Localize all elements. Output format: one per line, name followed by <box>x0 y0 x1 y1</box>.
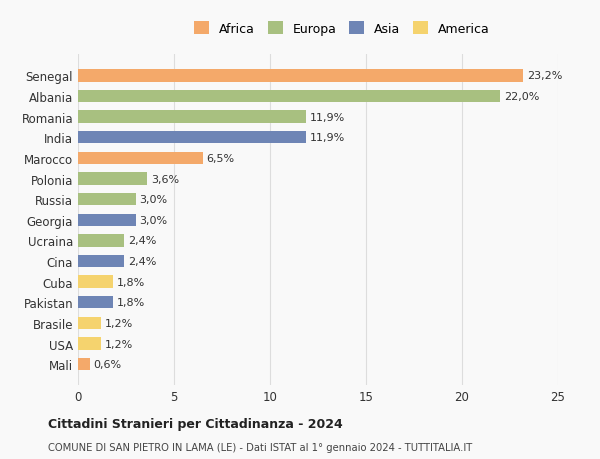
Text: 3,0%: 3,0% <box>139 195 167 205</box>
Text: 22,0%: 22,0% <box>504 92 539 102</box>
Bar <box>78 111 307 123</box>
Text: 3,6%: 3,6% <box>151 174 179 184</box>
Bar <box>78 255 124 268</box>
Bar <box>78 173 147 185</box>
Bar <box>78 358 89 370</box>
Bar <box>78 91 500 103</box>
Text: 1,2%: 1,2% <box>105 318 133 328</box>
Bar <box>78 214 136 226</box>
Text: 3,0%: 3,0% <box>139 215 167 225</box>
Text: COMUNE DI SAN PIETRO IN LAMA (LE) - Dati ISTAT al 1° gennaio 2024 - TUTTITALIA.I: COMUNE DI SAN PIETRO IN LAMA (LE) - Dati… <box>48 442 472 452</box>
Text: 6,5%: 6,5% <box>206 154 235 163</box>
Text: 1,2%: 1,2% <box>105 339 133 349</box>
Text: 23,2%: 23,2% <box>527 71 563 81</box>
Text: 2,4%: 2,4% <box>128 236 156 246</box>
Bar <box>78 152 203 165</box>
Text: 11,9%: 11,9% <box>310 112 346 123</box>
Bar <box>78 70 523 83</box>
Text: 11,9%: 11,9% <box>310 133 346 143</box>
Bar <box>78 338 101 350</box>
Bar <box>78 132 307 144</box>
Text: Cittadini Stranieri per Cittadinanza - 2024: Cittadini Stranieri per Cittadinanza - 2… <box>48 417 343 430</box>
Text: 1,8%: 1,8% <box>116 297 145 308</box>
Text: 1,8%: 1,8% <box>116 277 145 287</box>
Legend: Africa, Europa, Asia, America: Africa, Europa, Asia, America <box>191 18 493 39</box>
Bar <box>78 194 136 206</box>
Bar <box>78 297 113 309</box>
Bar <box>78 317 101 330</box>
Bar <box>78 276 113 288</box>
Text: 0,6%: 0,6% <box>94 359 121 369</box>
Bar <box>78 235 124 247</box>
Text: 2,4%: 2,4% <box>128 257 156 267</box>
